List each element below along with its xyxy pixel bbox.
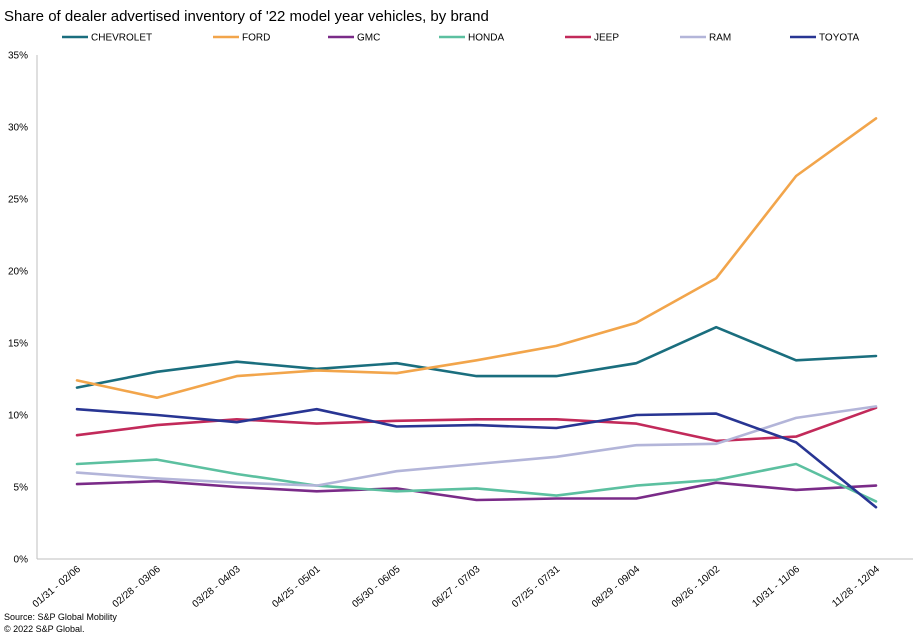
x-tick-label: 07/25 - 07/31 [510,564,563,611]
series-line-chevrolet [75,325,878,389]
y-tick-label: 20% [8,267,28,278]
x-tick-label: 05/30 - 06/05 [350,564,403,611]
chart-title: Share of dealer advertised inventory of … [4,8,489,25]
series-lines [75,117,878,509]
source-note: Source: S&P Global Mobility [4,612,117,622]
y-tick-label: 35% [8,51,28,62]
series-line-honda [75,458,878,503]
x-tick-label: 06/27 - 07/03 [430,564,483,611]
legend-label-ford: FORD [242,33,270,44]
legend-label-ram: RAM [709,33,731,44]
legend-label-chevrolet: CHEVROLET [91,33,152,44]
y-axis-tick-labels: 0% 5% 10% 15% 20% 25% 30% 35% [8,51,28,566]
x-tick-label: 09/26 - 10/02 [670,564,723,611]
x-tick-label: 01/31 - 02/06 [31,564,84,611]
y-tick-label: 15% [8,339,28,350]
legend-label-honda: HONDA [468,33,504,44]
y-tick-label: 30% [8,123,28,134]
series-line-toyota [75,407,878,509]
series-line-ram [75,405,878,487]
chart-legend: CHEVROLET FORD GMC HONDA JEEP RAM TOYOTA [62,33,860,44]
y-tick-label: 5% [14,483,29,494]
legend-label-jeep: JEEP [594,33,619,44]
y-tick-label: 25% [8,195,28,206]
x-axis-tick-labels: 01/31 - 02/06 02/28 - 03/06 03/28 - 04/03 0… [31,564,883,611]
x-tick-label: 04/25 - 05/01 [270,564,323,611]
series-line-jeep [75,406,878,443]
x-tick-label: 08/29 - 09/04 [590,564,643,611]
series-line-ford [75,117,878,400]
y-tick-label: 10% [8,411,28,422]
legend-label-toyota: TOYOTA [819,33,860,44]
legend-label-gmc: GMC [357,33,380,44]
x-tick-label: 10/31 - 11/06 [750,564,802,610]
series-line-gmc [75,479,878,502]
chart-axes [36,55,913,560]
x-tick-label: 11/28 - 12/04 [830,564,882,610]
y-tick-label: 0% [14,555,29,566]
copyright-note: © 2022 S&P Global. [4,624,85,634]
x-tick-label: 02/28 - 03/06 [111,564,164,611]
x-tick-label: 03/28 - 04/03 [191,564,244,611]
